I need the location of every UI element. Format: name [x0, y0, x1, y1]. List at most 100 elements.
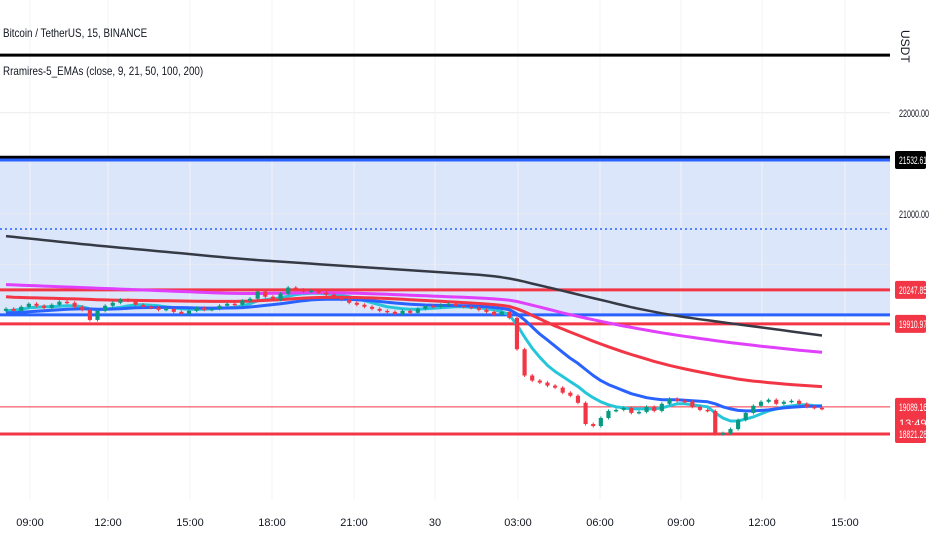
candle: [339, 297, 344, 300]
candle: [232, 303, 237, 306]
price-badge-level-lower-red: [895, 314, 926, 333]
candle: [598, 417, 603, 427]
candle: [743, 412, 748, 420]
ema-line-21: [5, 297, 822, 413]
candle: [118, 299, 123, 303]
candle: [324, 292, 329, 295]
candle: [156, 307, 161, 310]
candle: [522, 349, 527, 376]
candle: [255, 291, 260, 299]
candle: [675, 398, 680, 401]
candle: [308, 290, 314, 293]
candle: [553, 385, 558, 388]
candle: [270, 296, 275, 300]
candle: [209, 308, 214, 311]
candle: [636, 411, 642, 414]
price-badge-level-upper-red: [895, 280, 926, 299]
price-badge-last-price: [895, 397, 926, 432]
candle: [42, 305, 47, 308]
ema-line-200: [5, 234, 823, 337]
candle: [286, 287, 291, 294]
candle: [423, 305, 428, 309]
price-badge-text: 18821.28: [899, 429, 927, 441]
candle: [11, 308, 16, 311]
time-tick-label: 06:00: [586, 517, 614, 529]
candle: [225, 303, 230, 306]
candle: [469, 306, 474, 309]
time-tick-label: 30: [429, 517, 441, 529]
candle: [545, 382, 550, 386]
candle: [95, 310, 100, 320]
candle: [110, 302, 115, 306]
price-badge-text: 19089.16: [899, 402, 927, 414]
candle: [19, 306, 24, 311]
candle: [453, 303, 459, 306]
candle: [644, 406, 649, 412]
candle: [812, 406, 817, 409]
candle: [301, 289, 306, 292]
ema-line-50: [5, 295, 823, 389]
time-tick-label: 09:00: [16, 517, 44, 529]
candle: [240, 300, 245, 305]
candle: [331, 294, 337, 298]
candle: [133, 300, 138, 305]
candle: [728, 429, 733, 434]
time-tick-label: 18:00: [258, 517, 286, 529]
blue-zone: [0, 160, 890, 315]
candle: [499, 311, 504, 315]
candle: [103, 305, 108, 311]
price-tick-label: 22000.00: [899, 108, 929, 120]
candle: [385, 310, 390, 313]
candle: [705, 409, 710, 412]
candle: [789, 400, 794, 403]
candle: [430, 305, 436, 308]
candle: [774, 399, 779, 404]
candle: [766, 399, 771, 402]
candle: [446, 303, 451, 306]
candle: [316, 290, 321, 293]
candle: [87, 309, 92, 320]
candle: [194, 307, 199, 311]
candle: [415, 308, 420, 313]
candle: [217, 305, 222, 309]
candle: [568, 392, 573, 396]
candle: [514, 317, 520, 350]
candle: [583, 402, 588, 425]
candle: [476, 307, 481, 310]
candle: [713, 410, 718, 435]
candle: [141, 304, 146, 307]
candle: [3, 308, 9, 311]
time-tick-label: 03:00: [504, 517, 532, 529]
candle: [72, 302, 77, 307]
candle: [369, 306, 375, 309]
symbol-title[interactable]: Bitcoin / TetherUS, 15, BINANCE: [3, 26, 148, 40]
candle: [278, 293, 283, 300]
price-badge-text: 21532.61: [899, 155, 927, 167]
candle: [26, 303, 31, 307]
candle: [263, 291, 268, 297]
candle: [484, 309, 489, 312]
candle: [202, 307, 207, 310]
candle: [575, 395, 581, 403]
candle: [690, 401, 695, 407]
candle: [408, 310, 413, 313]
candle: [57, 301, 62, 305]
candle: [659, 403, 664, 411]
candle: [697, 406, 703, 410]
candle: [507, 311, 512, 318]
candle: [362, 304, 367, 307]
candle: [164, 308, 169, 311]
candle: [614, 409, 619, 412]
candle: [347, 299, 352, 303]
candle: [491, 311, 497, 315]
candle: [247, 298, 253, 301]
indicator-legend[interactable]: Rramires-5_EMAs (close, 9, 21, 50, 100, …: [3, 64, 204, 78]
candle: [797, 400, 802, 404]
candle: [652, 406, 657, 411]
price-badge-text: 20247.85: [899, 285, 927, 297]
candle: [629, 407, 634, 413]
candle: [530, 375, 535, 381]
candle: [125, 299, 131, 302]
time-tick-label: 12:00: [748, 517, 776, 529]
